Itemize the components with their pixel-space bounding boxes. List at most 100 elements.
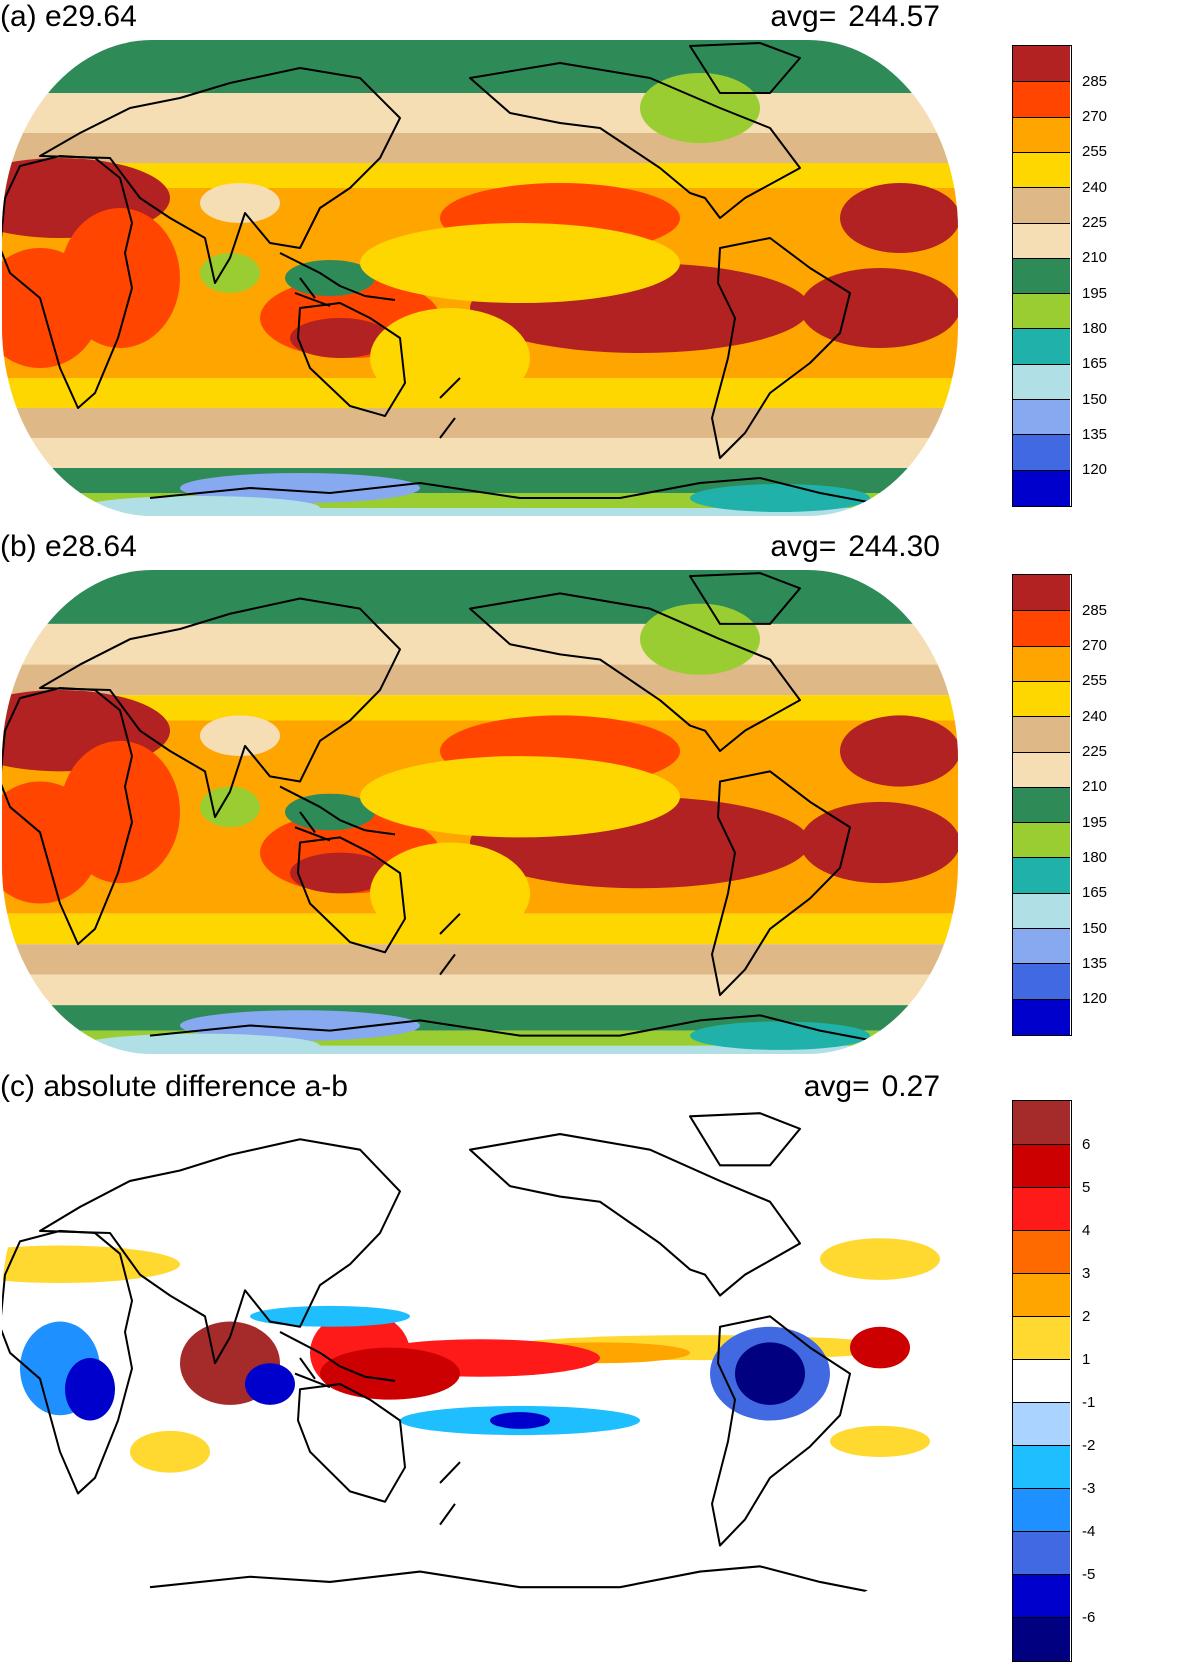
coastline xyxy=(689,572,801,625)
coastline xyxy=(711,237,851,459)
panel-a-average: avg= 244.57 xyxy=(770,0,940,34)
colorbar-segment xyxy=(1013,1359,1070,1403)
colorbar-tick-label: 165 xyxy=(1082,884,1108,902)
colorbar-segment xyxy=(1013,469,1070,506)
field-region xyxy=(80,496,320,516)
colorbar-segment xyxy=(1013,751,1070,788)
panel-c: (c) absolute difference a-b avg= 0.27 6 5 4… xyxy=(0,1070,1188,1677)
difference-region xyxy=(65,1358,115,1421)
field-region xyxy=(840,183,958,253)
colorbar-segment xyxy=(1013,363,1070,401)
colorbar-segment xyxy=(1013,328,1070,365)
colorbar-tick-label: 270 xyxy=(1082,108,1108,126)
difference-region xyxy=(320,1347,460,1400)
colorbar-segment xyxy=(1013,822,1070,859)
difference-region xyxy=(490,1412,550,1429)
coastline xyxy=(39,1138,401,1365)
field-region xyxy=(640,73,760,143)
coastline xyxy=(297,836,406,954)
colorbar-tick-label: 180 xyxy=(1082,319,1108,337)
field-region xyxy=(180,1010,420,1041)
colorbar-segment xyxy=(1013,1230,1070,1274)
colorbar-segment xyxy=(1013,716,1070,753)
coastline xyxy=(439,1461,461,1526)
coastline xyxy=(149,477,901,509)
panel-c-avg-label: avg= xyxy=(803,1070,870,1103)
colorbar-tick-label: -4 xyxy=(1082,1522,1096,1540)
panel-a: (a) e29.64 avg= 244.57 285 270 255 240 225 210… xyxy=(0,0,1188,530)
field-region xyxy=(200,183,280,223)
field-region xyxy=(360,223,680,303)
colorbar-segment xyxy=(1013,81,1070,118)
coastline xyxy=(439,912,461,976)
difference-region xyxy=(830,1425,930,1457)
field-region xyxy=(290,852,390,894)
colorbar-tick-label: -5 xyxy=(1082,1565,1096,1583)
panel-c-colorbar xyxy=(1012,1100,1072,1662)
colorbar-tick-label: 240 xyxy=(1082,178,1108,196)
colorbar-segment xyxy=(1013,46,1070,82)
colorbar-segment xyxy=(1013,1101,1070,1144)
colorbar-segment xyxy=(1013,1144,1070,1188)
colorbar-segment xyxy=(1013,892,1070,930)
field-region xyxy=(370,308,530,408)
colorbar-tick-label: 150 xyxy=(1082,919,1108,937)
colorbar-segment xyxy=(1013,293,1070,330)
colorbar-tick-label: 4 xyxy=(1082,1221,1091,1239)
panel-a-map xyxy=(2,40,958,516)
colorbar-segment xyxy=(1013,645,1070,682)
panel-b-map xyxy=(2,570,958,1054)
colorbar-tick-label: 225 xyxy=(1082,214,1108,232)
colorbar-segment xyxy=(1013,963,1070,1000)
field-region xyxy=(200,715,280,757)
colorbar-tick-label: 180 xyxy=(1082,848,1108,866)
panel-c-average: avg= 0.27 xyxy=(804,1070,940,1104)
panel-c-map xyxy=(2,1110,958,1606)
colorbar-tick-label: 5 xyxy=(1082,1178,1091,1196)
field-region xyxy=(80,1033,320,1054)
panel-a-avg-label: avg= xyxy=(770,0,837,33)
colorbar-tick-label: 255 xyxy=(1082,143,1108,161)
colorbar-tick-label: -1 xyxy=(1082,1393,1096,1411)
colorbar-tick-label: 285 xyxy=(1082,72,1108,90)
field-region xyxy=(800,268,958,348)
panel-b-average: avg= 244.30 xyxy=(770,530,940,564)
colorbar-segment xyxy=(1013,257,1070,295)
colorbar-tick-label: 6 xyxy=(1082,1135,1091,1153)
colorbar-segment xyxy=(1013,1187,1070,1231)
coastline xyxy=(469,62,801,219)
difference-region xyxy=(820,1238,940,1280)
panel-b: (b) e28.64 avg= 244.30 285 270 255 240 225 210… xyxy=(0,530,1188,1070)
colorbar-tick-label: 120 xyxy=(1082,990,1108,1008)
colorbar-segment xyxy=(1013,928,1070,965)
colorbar-segment xyxy=(1013,1488,1070,1532)
colorbar-segment xyxy=(1013,434,1070,471)
colorbar-segment xyxy=(1013,998,1070,1035)
coastline xyxy=(149,1565,901,1599)
colorbar-segment xyxy=(1013,1316,1070,1360)
colorbar-segment xyxy=(1013,1531,1070,1575)
field-region xyxy=(640,603,760,675)
panel-b-colorbar xyxy=(1012,574,1072,1036)
coastline xyxy=(279,785,396,842)
difference-region xyxy=(735,1342,805,1405)
coastline xyxy=(689,1112,801,1167)
coastline xyxy=(279,1331,396,1389)
coastline xyxy=(469,592,801,753)
field-region xyxy=(840,715,958,787)
field-region xyxy=(370,842,530,945)
panel-b-avg-value: 244.30 xyxy=(848,530,940,563)
coastline xyxy=(279,252,396,307)
colorbar-segment xyxy=(1013,786,1070,824)
colorbar-tick-label: 240 xyxy=(1082,707,1108,725)
colorbar-tick-label: 120 xyxy=(1082,461,1108,479)
colorbar-segment xyxy=(1013,610,1070,647)
coastline xyxy=(439,377,461,439)
colorbar-tick-label: 195 xyxy=(1082,813,1108,831)
panel-c-avg-value: 0.27 xyxy=(881,1070,940,1103)
field-region xyxy=(690,1021,870,1050)
colorbar-segment xyxy=(1013,1273,1070,1317)
difference-region xyxy=(245,1363,295,1405)
panel-b-title: (b) e28.64 xyxy=(0,530,137,563)
colorbar-tick-label: 2 xyxy=(1082,1307,1091,1325)
